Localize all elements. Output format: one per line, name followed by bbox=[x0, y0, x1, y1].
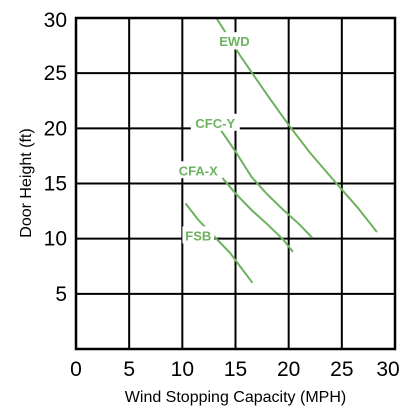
series-label-background bbox=[182, 226, 215, 244]
y-tick-label: 5 bbox=[55, 283, 67, 306]
series-line-cfa-x bbox=[218, 174, 294, 253]
y-tick-label: 25 bbox=[44, 62, 67, 85]
series-label-background bbox=[173, 161, 223, 179]
series-label-cfa-x: CFA-X bbox=[179, 163, 218, 178]
y-tick-label: 30 bbox=[44, 9, 67, 32]
series-lines bbox=[184, 17, 378, 284]
x-tick-label: 0 bbox=[70, 358, 82, 381]
x-tick-label: 20 bbox=[277, 358, 300, 381]
x-tick-labels: 0 5 10 15 20 25 30 bbox=[70, 358, 400, 381]
x-tick-label: 15 bbox=[224, 358, 247, 381]
y-tick-label: 15 bbox=[44, 173, 67, 196]
x-tick-label: 5 bbox=[123, 358, 135, 381]
y-tick-labels: 5 10 15 20 25 30 bbox=[44, 9, 67, 306]
series-label-fsb: FSB bbox=[185, 228, 211, 243]
x-axis-label: Wind Stopping Capacity (MPH) bbox=[125, 389, 346, 406]
series-label-ewd: EWD bbox=[219, 34, 249, 49]
grid bbox=[76, 18, 395, 349]
series-line-fsb bbox=[184, 202, 254, 284]
x-tick-label: 25 bbox=[330, 358, 353, 381]
series-label-background bbox=[190, 113, 240, 131]
y-axis-label: Door Height (ft) bbox=[18, 128, 35, 237]
series-labels: EWD CFC-Y CFA-X FSB bbox=[173, 32, 251, 244]
series-line-ewd bbox=[215, 17, 378, 233]
x-tick-label: 10 bbox=[171, 358, 194, 381]
series-label-cfc-y: CFC-Y bbox=[195, 116, 235, 131]
plot-frame bbox=[74, 16, 397, 351]
series-line-cfc-y bbox=[218, 127, 313, 239]
y-tick-label: 10 bbox=[44, 228, 67, 251]
x-tick-label: 30 bbox=[376, 358, 399, 381]
series-label-background bbox=[218, 32, 251, 50]
y-tick-label: 20 bbox=[44, 117, 67, 140]
